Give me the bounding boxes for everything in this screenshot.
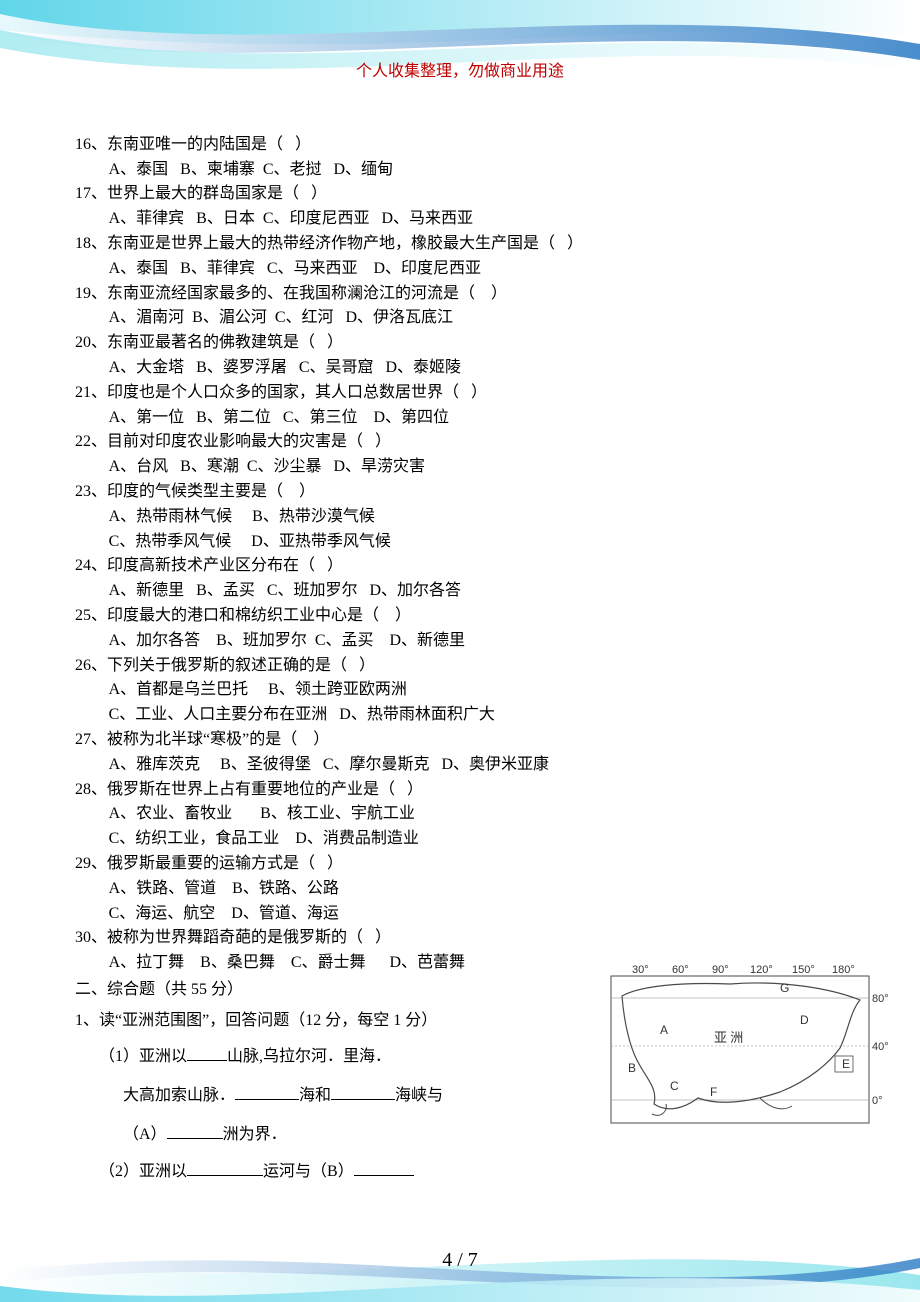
question-19: 19、东南亚流经国家最多的、在我国称澜沧江的河流是（ ） A、湄南河 B、湄公河…: [75, 282, 845, 332]
lon-label: 60°: [672, 964, 689, 976]
question-16: 16、东南亚唯一的内陆国是（ ） A、泰国 B、柬埔寨 C、老挝 D、缅甸: [75, 133, 845, 183]
lon-label: 150°: [792, 964, 815, 976]
page-number: 4 / 7: [0, 1245, 920, 1276]
asia-range-map: 30° 60° 90° 120° 150° 180° 80° 40° 0° A …: [610, 962, 890, 1124]
blank-input[interactable]: [331, 1084, 395, 1100]
lat-label: 40°: [872, 1041, 889, 1053]
map-letter-B: B: [628, 1061, 636, 1075]
map-center-label: 亚 洲: [714, 1030, 743, 1045]
question-28: 28、俄罗斯在世界上占有重要地位的产业是（ ） A、农业、畜牧业 B、核工业、宇…: [75, 778, 845, 852]
question-20: 20、东南亚最著名的佛教建筑是（ ） A、大金塔 B、婆罗浮屠 C、吴哥窟 D、…: [75, 331, 845, 381]
map-letter-G: G: [780, 981, 789, 995]
question-17: 17、世界上最大的群岛国家是（ ） A、菲律宾 B、日本 C、印度尼西亚 D、马…: [75, 182, 845, 232]
section2-q1-sub2: （2）亚洲以运河与（B）: [75, 1160, 845, 1185]
question-21: 21、印度也是个人口众多的国家，其人口总数居世界（ ） A、第一位 B、第二位 …: [75, 381, 845, 431]
map-letter-E: E: [842, 1057, 850, 1071]
question-18: 18、东南亚是世界上最大的热带经济作物产地，橡胶最大生产国是（ ） A、泰国 B…: [75, 232, 845, 282]
map-letter-F: F: [710, 1085, 717, 1099]
lon-label: 90°: [712, 964, 729, 976]
question-24: 24、印度高新技术产业区分布在（ ） A、新德里 B、孟买 C、班加罗尔 D、加…: [75, 554, 845, 604]
question-25: 25、印度最大的港口和棉纺织工业中心是（ ） A、加尔各答 B、班加罗尔 C、孟…: [75, 604, 845, 654]
question-26: 26、下列关于俄罗斯的叙述正确的是（ ） A、首都是乌兰巴托 B、领土跨亚欧两洲…: [75, 654, 845, 728]
map-letter-D: D: [800, 1013, 809, 1027]
lat-label: 0°: [872, 1095, 883, 1107]
question-29: 29、俄罗斯最重要的运输方式是（ ） A、铁路、管道 B、铁路、公路 C、海运、…: [75, 852, 845, 926]
header-note: 个人收集整理，勿做商业用途: [75, 60, 845, 85]
blank-input[interactable]: [167, 1123, 223, 1139]
question-23: 23、印度的气候类型主要是（ ） A、热带雨林气候 B、热带沙漠气候 C、热带季…: [75, 480, 845, 554]
question-22: 22、目前对印度农业影响最大的灾害是（ ） A、台风 B、寒潮 C、沙尘暴 D、…: [75, 430, 845, 480]
blank-input[interactable]: [235, 1084, 299, 1100]
blank-input[interactable]: [187, 1045, 227, 1061]
q16-stem: 东南亚唯一的内陆国是（ ）: [107, 136, 311, 153]
q16-opts: A、泰国 B、柬埔寨 C、老挝 D、缅甸: [75, 158, 845, 183]
lon-label: 30°: [632, 964, 649, 976]
lon-label: 180°: [832, 964, 855, 976]
section2-q1-sub1-line3: （A）洲为界．: [75, 1123, 845, 1148]
question-27: 27、被称为北半球“寒极”的是（ ） A、雅库茨克 B、圣彼得堡 C、摩尔曼斯克…: [75, 728, 845, 778]
q16-num: 16、: [75, 136, 107, 153]
map-letter-A: A: [660, 1023, 668, 1037]
lon-label: 120°: [750, 964, 773, 976]
map-letter-C: C: [670, 1079, 679, 1093]
blank-input[interactable]: [354, 1160, 414, 1176]
blank-input[interactable]: [187, 1160, 263, 1176]
lat-label: 80°: [872, 993, 889, 1005]
